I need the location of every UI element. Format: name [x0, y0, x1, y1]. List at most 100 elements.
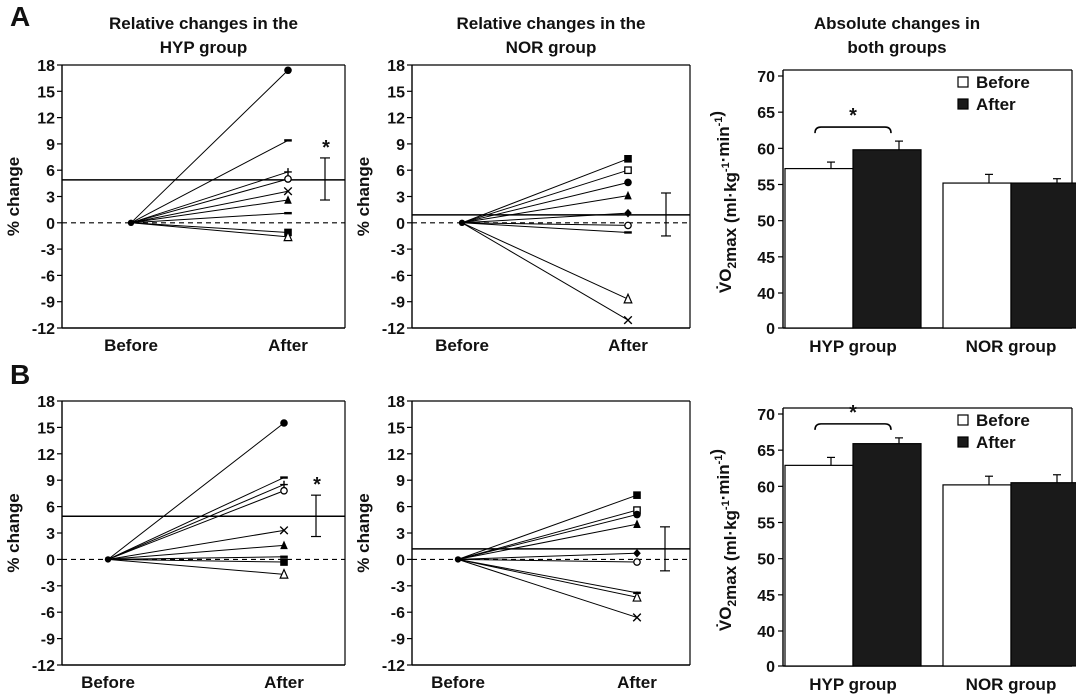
B-hyp-ytick-label: 12 — [37, 447, 55, 464]
B-nor-subject-line — [457, 514, 638, 560]
B-abs-bar-before — [942, 484, 1012, 667]
A-nor-ytick-label: 15 — [387, 84, 405, 101]
B-nor-subject-line — [457, 558, 638, 594]
B-nor-subject-line — [457, 558, 638, 563]
A-nor-subject-line — [461, 222, 629, 300]
B-abs-ytick-label: 65 — [757, 443, 775, 460]
B-nor-before-point — [454, 556, 462, 563]
A-hyp-after-marker — [284, 168, 292, 176]
B-nor-xlabel-after: After — [617, 673, 657, 692]
A-nor-title-line1: Relative changes in the — [457, 14, 646, 33]
B-hyp-subject-line — [107, 490, 285, 560]
B-nor-after-marker — [633, 548, 641, 558]
A-nor-ytick-label: 12 — [387, 111, 405, 128]
B-hyp-subject-line — [107, 556, 285, 560]
A-abs-ytick-label: 70 — [757, 69, 775, 86]
A-nor-subject-line — [461, 222, 629, 226]
B-hyp-ytick-label: -3 — [41, 579, 55, 596]
B-nor-ytick-label: 15 — [387, 420, 405, 437]
A-abs-legend-swatch-after — [957, 98, 969, 110]
A-hyp-after-marker — [283, 230, 293, 242]
A-nor-subject-line — [461, 158, 629, 224]
A-abs-title-line1: Absolute changes in — [814, 14, 980, 33]
A-abs-category-label: NOR group — [966, 337, 1057, 356]
A-hyp-title-line1: Relative changes in the — [109, 14, 298, 33]
A-abs-significance-star: * — [849, 105, 857, 127]
A-nor-xlabel-after: After — [608, 336, 648, 355]
B-nor-subject-line — [457, 558, 638, 598]
B-abs-ytick-label: 45 — [757, 588, 775, 605]
B-hyp-after-marker — [280, 486, 288, 495]
A-nor-ytick-label: -9 — [391, 295, 405, 312]
B-nor-subject-line — [457, 552, 638, 560]
A-hyp-subject-line — [130, 171, 289, 224]
B-nor-after-marker — [633, 510, 641, 519]
B-nor-subject-line — [457, 558, 638, 618]
A-abs-ytick-label: 55 — [757, 178, 775, 195]
A-nor-before-point — [458, 219, 466, 226]
A-abs-ytick-label: 0 — [766, 321, 775, 338]
A-abs-legend-label-before: Before — [976, 73, 1030, 92]
A-abs-ytick-label: 45 — [757, 250, 775, 267]
A-hyp-ylabel: % change — [4, 157, 23, 236]
B-abs-ytick-label: 0 — [766, 659, 775, 676]
B-abs-ytick-label: 60 — [757, 479, 775, 496]
A-hyp-ytick-label: 3 — [46, 190, 55, 207]
A-hyp-subject-line — [130, 199, 289, 224]
A-abs-category-label: HYP group — [809, 337, 897, 356]
B-hyp-ytick-label: 6 — [46, 500, 55, 517]
B-nor-ytick-label: 12 — [387, 447, 405, 464]
B-hyp-ytick-label: -9 — [41, 632, 55, 649]
B-abs-ylabel: V̇O2max (ml·kg-1·min-1) — [707, 449, 740, 631]
A-abs-ytick-label: 40 — [757, 286, 775, 303]
A-hyp-ytick-label: 18 — [37, 58, 55, 75]
A-hyp-subject-line — [130, 178, 289, 224]
A-hyp-ytick-label: -12 — [32, 321, 55, 338]
A-hyp-ytick-label: -9 — [41, 295, 55, 312]
B-hyp-ytick-label: -6 — [41, 605, 55, 622]
A-nor-ytick-label: 6 — [396, 163, 405, 180]
B-abs-legend-swatch-before — [957, 414, 969, 426]
B-abs-legend-swatch-after — [957, 436, 969, 448]
B-hyp-after-marker — [279, 568, 289, 579]
B-hyp-subject-line — [107, 422, 285, 560]
A-abs-legend-label-after: After — [976, 95, 1016, 114]
A-nor-title-line2: NOR group — [506, 38, 597, 57]
B-abs-category-label: NOR group — [966, 675, 1057, 694]
A-nor-subject-line — [461, 222, 629, 321]
A-nor-subject-line — [461, 195, 629, 224]
B-hyp-after-marker — [280, 419, 288, 427]
B-abs-ytick-label: 40 — [757, 624, 775, 641]
B-hyp-subject-line — [107, 558, 285, 563]
A-hyp-ytick-label: 15 — [37, 84, 55, 101]
A-nor-ytick-label: -6 — [391, 268, 405, 285]
B-nor-ytick-label: 0 — [396, 552, 405, 569]
B-hyp-ytick-label: -12 — [32, 658, 55, 675]
A-hyp-xlabel-after: After — [268, 336, 308, 355]
A-nor-ytick-label: -3 — [391, 242, 405, 259]
A-hyp-after-marker — [284, 175, 292, 183]
A-nor-ytick-label: 18 — [387, 58, 405, 75]
A-abs-bar-after — [1010, 182, 1076, 329]
B-nor-ytick-label: -3 — [391, 579, 405, 596]
B-nor-ytick-label: -12 — [382, 658, 405, 675]
A-abs-ytick-label: 65 — [757, 105, 775, 122]
B-hyp-ytick-label: 0 — [46, 552, 55, 569]
A-nor-ytick-label: 0 — [396, 216, 405, 233]
B-abs-bar-before — [784, 464, 854, 667]
B-nor-ylabel: % change — [354, 493, 373, 572]
B-hyp-ytick-label: 18 — [37, 394, 55, 411]
A-hyp-title-line2: HYP group — [160, 38, 248, 57]
A-nor-subject-line — [461, 222, 629, 233]
B-abs-ytick-label: 50 — [757, 552, 775, 569]
A-nor-chart: Relative changes in the NOR group 18 15 12 9 6… — [354, 14, 691, 355]
A-hyp-subject-line — [130, 190, 289, 224]
A-hyp-subject-line — [130, 222, 289, 238]
B-hyp-after-marker — [279, 526, 289, 535]
A-nor-ytick-label: 9 — [396, 137, 405, 154]
B-hyp-subject-line — [107, 558, 285, 575]
A-nor-after-marker — [624, 155, 632, 163]
B-hyp-before-point — [104, 556, 112, 563]
panel-label-a: A — [10, 1, 30, 32]
